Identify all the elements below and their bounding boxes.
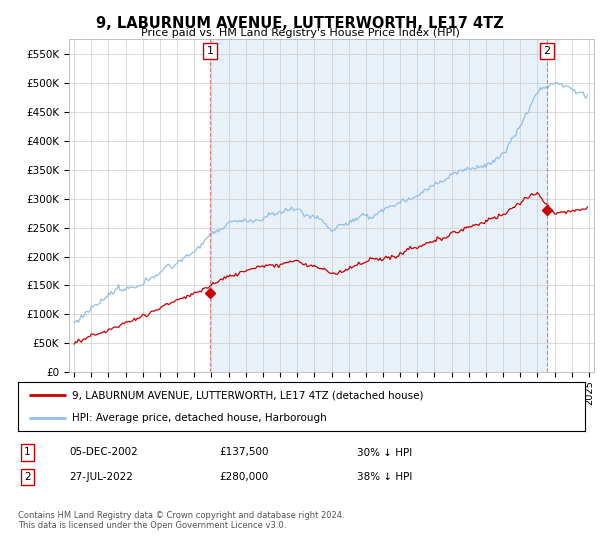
Text: 2: 2 [24,472,31,482]
Text: 38% ↓ HPI: 38% ↓ HPI [357,472,412,482]
Text: 2: 2 [543,46,550,56]
Text: 9, LABURNUM AVENUE, LUTTERWORTH, LE17 4TZ: 9, LABURNUM AVENUE, LUTTERWORTH, LE17 4T… [96,16,504,31]
Text: HPI: Average price, detached house, Harborough: HPI: Average price, detached house, Harb… [72,413,326,423]
Text: 30% ↓ HPI: 30% ↓ HPI [357,447,412,458]
Text: Price paid vs. HM Land Registry's House Price Index (HPI): Price paid vs. HM Land Registry's House … [140,28,460,38]
Text: 1: 1 [206,46,214,56]
Text: £137,500: £137,500 [219,447,269,458]
Text: 9, LABURNUM AVENUE, LUTTERWORTH, LE17 4TZ (detached house): 9, LABURNUM AVENUE, LUTTERWORTH, LE17 4T… [72,390,424,400]
Bar [210,39,547,372]
Text: 05-DEC-2002: 05-DEC-2002 [69,447,138,458]
Text: £280,000: £280,000 [219,472,268,482]
Text: 1: 1 [24,447,31,458]
Text: Contains HM Land Registry data © Crown copyright and database right 2024.
This d: Contains HM Land Registry data © Crown c… [18,511,344,530]
Text: 27-JUL-2022: 27-JUL-2022 [69,472,133,482]
